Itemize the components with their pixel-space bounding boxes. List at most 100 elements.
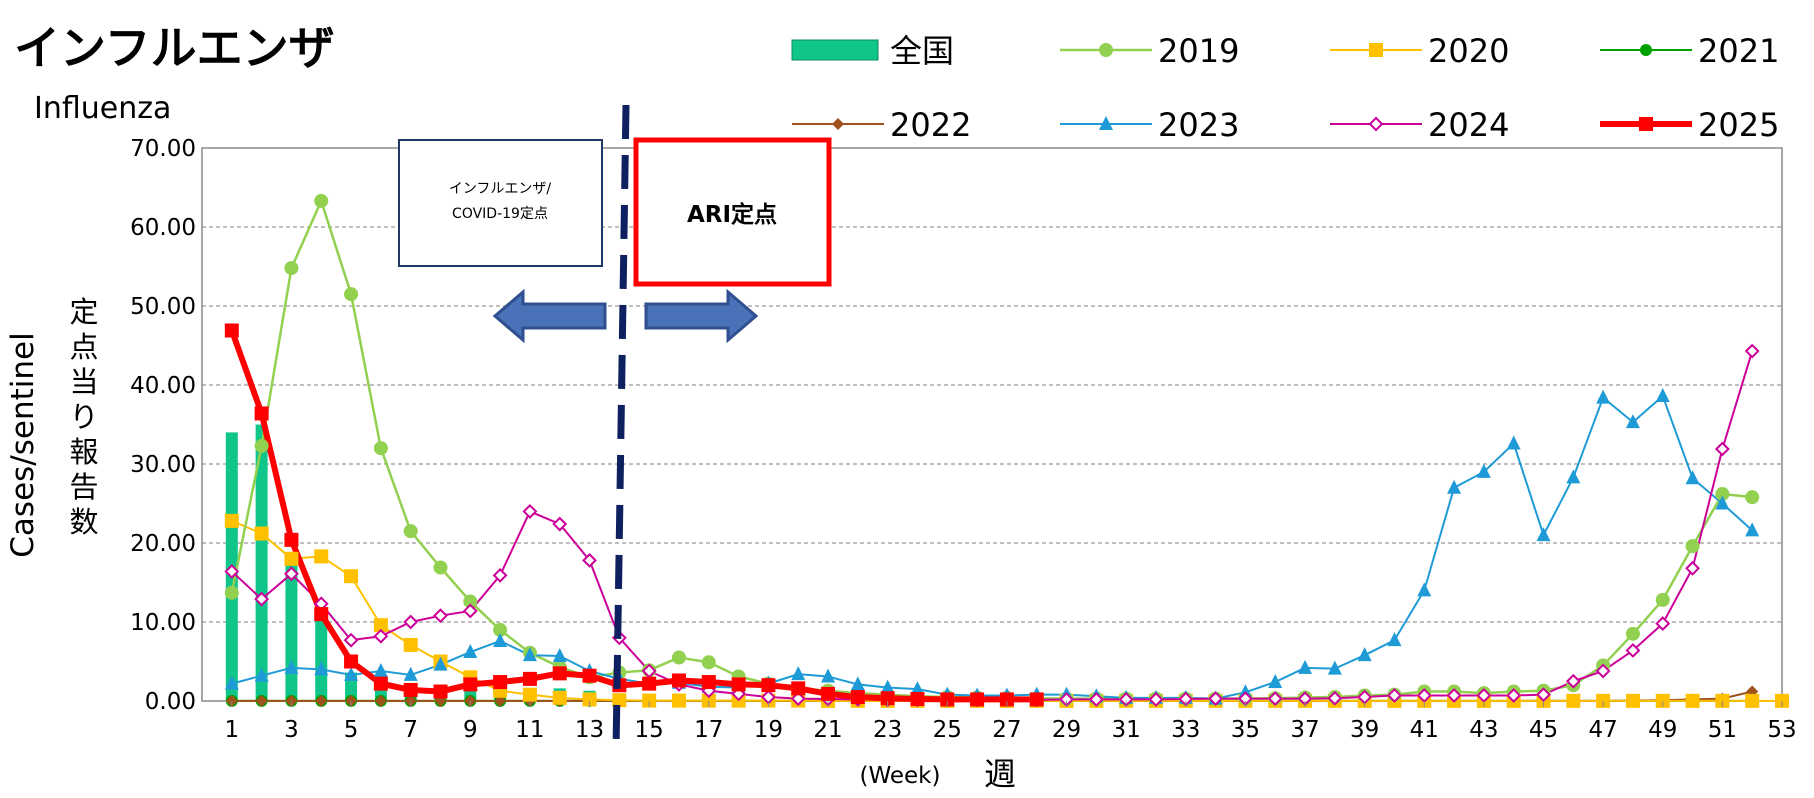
- point-2023: [1506, 435, 1521, 450]
- subtitle: Influenza: [34, 91, 171, 126]
- point-2025: [970, 692, 985, 707]
- x-tick-label: 17: [694, 717, 723, 743]
- legend-marker-2024: [1368, 116, 1384, 132]
- x-tick-label: 37: [1290, 717, 1319, 743]
- point-2024: [1655, 616, 1671, 631]
- point-2024: [284, 566, 299, 582]
- point-2020: [1685, 693, 1700, 708]
- series-line-2023: [231, 395, 1753, 700]
- point-2022: [315, 694, 328, 707]
- point-2025: [582, 668, 597, 683]
- legend-label-2019: 2019: [1158, 32, 1239, 70]
- point-2024: [1744, 343, 1760, 359]
- y-tick-label: 70.00: [130, 136, 196, 162]
- point-2024: [1387, 688, 1402, 703]
- legend-label-2023: 2023: [1158, 106, 1239, 144]
- gridlines: [202, 226, 1782, 623]
- x-tick-label: 19: [754, 717, 783, 743]
- point-2023: [910, 681, 925, 696]
- point-2023: [552, 647, 567, 662]
- legend: 全国 2019 2020 2021 2022 2023 2024 2025: [791, 32, 1779, 144]
- point-2019: [254, 438, 269, 453]
- x-tick-label: 29: [1052, 717, 1081, 743]
- point-2022: [345, 694, 358, 707]
- legend-marker-2019: [1099, 43, 1113, 57]
- point-2025: [463, 677, 478, 692]
- point-2020: [1566, 693, 1581, 708]
- x-tick-label: 31: [1112, 717, 1141, 743]
- point-2024: [1714, 441, 1730, 457]
- point-2023: [463, 644, 478, 659]
- point-2024: [1595, 663, 1611, 679]
- point-2023: [373, 662, 388, 677]
- point-2025: [373, 676, 388, 691]
- point-2025: [493, 675, 508, 690]
- y-axis-label-jp-char: 数: [69, 505, 98, 539]
- point-2019: [1715, 487, 1730, 502]
- point-2025: [761, 678, 776, 693]
- point-2019: [373, 441, 388, 456]
- point-2025: [940, 692, 955, 707]
- y-axis-label-jp-char: 告: [69, 470, 98, 504]
- point-2020: [1625, 693, 1640, 708]
- bar-national: [285, 562, 298, 701]
- point-2020: [671, 693, 686, 708]
- y-tick-label: 30.00: [130, 452, 196, 478]
- legend-swatch-national: [791, 39, 879, 61]
- point-2023: [1268, 674, 1283, 689]
- point-2024: [1088, 692, 1104, 707]
- x-tick-label: 43: [1469, 717, 1498, 743]
- point-2023: [1447, 479, 1462, 494]
- point-2023: [254, 667, 269, 682]
- point-2023: [1566, 469, 1581, 484]
- point-2023: [433, 656, 448, 671]
- point-2025: [731, 677, 746, 692]
- bar-national: [315, 614, 328, 701]
- series-markers: [224, 193, 1789, 708]
- legend-label-2024: 2024: [1428, 106, 1509, 144]
- point-2025: [701, 675, 716, 690]
- point-2023: [1625, 414, 1640, 429]
- point-2019: [671, 650, 686, 665]
- legend-label-2021: 2021: [1698, 32, 1779, 70]
- legend-label-national: 全国: [890, 32, 954, 70]
- x-tick-label: 1: [224, 717, 239, 743]
- point-2024: [1208, 691, 1223, 707]
- point-2019: [1655, 592, 1670, 607]
- x-tick-label: 49: [1648, 717, 1677, 743]
- point-2023: [1596, 389, 1611, 404]
- point-2020: [522, 687, 537, 702]
- point-2022: [255, 694, 268, 707]
- bars-national: [225, 424, 596, 701]
- point-2024: [1565, 673, 1581, 689]
- point-2025: [821, 686, 836, 701]
- x-tick-label: 45: [1529, 717, 1558, 743]
- point-2020: [1745, 693, 1760, 708]
- point-2025: [642, 676, 657, 691]
- point-2023: [1536, 527, 1551, 542]
- legend-marker-2022: [832, 118, 844, 130]
- point-2019: [463, 594, 478, 609]
- point-2020: [642, 693, 657, 708]
- point-2020: [1775, 693, 1789, 708]
- y-axis-label-jp-char: 当: [69, 365, 98, 399]
- point-2025: [671, 673, 686, 688]
- point-2022: [285, 694, 298, 707]
- legend-label-2020: 2020: [1428, 32, 1509, 70]
- point-2025: [314, 607, 329, 622]
- x-axis-label: (Week): [860, 763, 941, 789]
- point-2022: [464, 694, 477, 707]
- point-2025: [433, 684, 448, 699]
- point-2024: [582, 552, 597, 568]
- legend-marker-2023: [1099, 116, 1113, 130]
- x-tick-label: 47: [1588, 717, 1617, 743]
- point-2020: [1655, 693, 1670, 708]
- x-tick-label: 51: [1708, 717, 1737, 743]
- point-2020: [373, 618, 388, 633]
- point-2020: [403, 637, 418, 652]
- point-2023: [1298, 659, 1313, 674]
- point-2025: [254, 406, 269, 421]
- legend-label-2025: 2025: [1698, 106, 1779, 144]
